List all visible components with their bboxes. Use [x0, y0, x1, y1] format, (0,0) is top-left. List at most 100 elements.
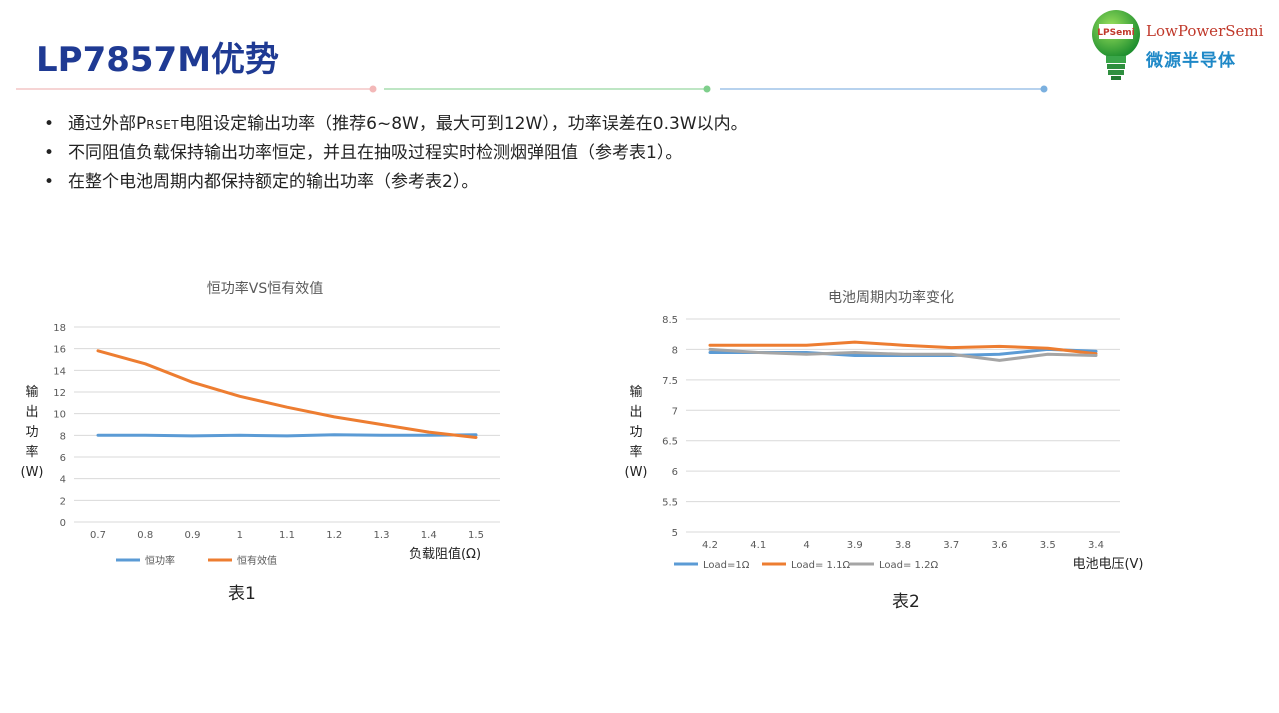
y-tick-label: 10 — [53, 410, 66, 421]
data-point — [708, 343, 712, 347]
x-tick-label: 4.1 — [750, 540, 766, 551]
chart-constant-power-vs-rms: 恒功率VS恒有效值 0 2 4 6 8 10 12 14 16 18 0.7 0.8 0.9 1 1.1 1.2… — [21, 280, 500, 567]
data-point — [333, 433, 336, 436]
data-point — [998, 353, 1001, 356]
x-tick-label: 3.5 — [1040, 540, 1056, 551]
data-point — [950, 353, 953, 356]
x-axis-label: 电池电压(V) — [1072, 557, 1143, 572]
header-divider — [16, 85, 1048, 93]
data-point — [853, 340, 856, 344]
bullet-item: 不同阻值负载保持输出功率恒定，并且在抽吸过程实时检测烟弹阻值（参考表1）。 — [44, 142, 748, 171]
y-tick-label: 6.5 — [662, 437, 678, 448]
y-tick-label: 4 — [60, 475, 66, 486]
data-point — [474, 433, 478, 436]
x-tick-label: 0.9 — [185, 530, 201, 541]
y-axis-label: 出 — [629, 405, 642, 420]
data-point — [805, 353, 808, 356]
chart2-caption: 表2 — [892, 592, 920, 612]
y-tick-label: 7 — [672, 406, 678, 417]
data-point — [191, 434, 194, 438]
data-point — [96, 434, 100, 437]
data-point — [144, 434, 147, 437]
data-point — [757, 343, 760, 347]
data-point — [1094, 354, 1098, 357]
data-point — [950, 346, 953, 349]
bullet-text: 通过外部P — [68, 114, 147, 134]
y-tick-label: 8 — [60, 431, 66, 442]
page-title: LP7857M优势 — [36, 40, 280, 80]
y-tick-label: 8 — [672, 345, 678, 356]
x-tick-label: 3.6 — [992, 540, 1008, 551]
y-tick-label: 12 — [53, 388, 66, 399]
data-point — [427, 430, 430, 434]
x-tick-label: 0.7 — [90, 530, 106, 541]
data-point — [1094, 350, 1098, 353]
x-tick-label: 1.2 — [326, 530, 342, 541]
logo-chinese-name: 微源半导体 — [1146, 51, 1236, 71]
data-point — [380, 434, 383, 437]
data-point — [757, 351, 760, 354]
series-line-2 — [96, 349, 478, 439]
y-tick-label: 2 — [60, 496, 66, 507]
chart-battery-cycle-power: 电池周期内功率变化 5 5.5 6 6.5 7 7.5 8 8.5 4.2 4.1 4 3.9 3.8 3.… — [625, 289, 1144, 572]
data-point — [238, 395, 241, 398]
legend-label: 恒有效值 — [237, 554, 277, 567]
y-tick-label: 0 — [60, 518, 66, 529]
y-axis-label: 出 — [25, 405, 38, 420]
data-point — [901, 343, 905, 347]
divider-dot-green — [703, 85, 711, 93]
y-tick-label: 6 — [60, 453, 66, 464]
y-axis-label: 输 — [25, 384, 38, 400]
x-tick-label: 1.5 — [468, 530, 484, 541]
data-point — [474, 436, 478, 439]
x-tick-label: 3.9 — [847, 540, 863, 551]
x-tick-label: 4.2 — [702, 540, 718, 551]
data-point — [853, 351, 856, 354]
x-tick-label: 1 — [237, 530, 243, 541]
data-point — [285, 405, 289, 409]
legend-label: 恒功率 — [145, 554, 175, 567]
chart1-caption: 表1 — [228, 584, 256, 604]
x-axis-label: 负载阻值(Ω) — [409, 546, 481, 562]
data-point — [853, 354, 856, 357]
y-tick-label: 5.5 — [662, 498, 678, 509]
y-axis-label: 输 — [629, 384, 642, 400]
data-point — [998, 359, 1001, 362]
y-tick-label: 14 — [53, 366, 66, 377]
data-point — [805, 343, 808, 347]
data-point — [333, 415, 336, 419]
divider-dot-pink — [369, 85, 377, 93]
y-tick-label: 16 — [53, 345, 66, 356]
legend-label: Load= 1.2Ω — [879, 560, 938, 571]
data-point — [708, 351, 712, 354]
data-point — [901, 353, 905, 356]
y-axis-label: (W) — [625, 465, 648, 480]
data-point — [1046, 353, 1049, 356]
legend-label: Load= 1.1Ω — [791, 560, 850, 571]
y-tick-label: 18 — [53, 323, 66, 334]
x-tick-label: 3.8 — [895, 540, 911, 551]
logo-english-name: LowPowerSemi — [1146, 22, 1264, 40]
lightbulb-logo-icon: LPSemi — [1092, 10, 1140, 80]
data-point — [1046, 347, 1049, 350]
y-tick-label: 8.5 — [662, 315, 678, 326]
data-point — [285, 434, 289, 438]
bullet-item: 通过外部PRSET电阻设定输出功率（推荐6~8W，最大可到12W），功率误差在0… — [44, 113, 748, 142]
company-logo: LPSemi LowPowerSemi 微源半导体 — [1092, 6, 1263, 82]
bullet-text: 电阻设定输出功率（推荐6~8W，最大可到12W），功率误差在0.3W以内。 — [179, 114, 748, 134]
bullet-text: 在整个电池周期内都保持额定的输出功率（参考表2）。 — [68, 172, 479, 192]
data-point — [380, 423, 383, 426]
y-axis-label: (W) — [21, 465, 44, 480]
legend-label: Load=1Ω — [703, 560, 750, 571]
data-point — [144, 362, 147, 366]
x-tick-label: 1.1 — [279, 530, 295, 541]
y-axis-label: 功 — [25, 425, 38, 440]
y-tick-label: 6 — [672, 467, 678, 478]
bullet-item: 在整个电池周期内都保持额定的输出功率（参考表2）。 — [44, 171, 748, 200]
divider-dot-blue — [1040, 85, 1048, 93]
x-tick-label: 1.4 — [421, 530, 437, 541]
logo-badge-text: LPSemi — [1097, 28, 1134, 38]
y-tick-label: 5 — [672, 528, 678, 539]
x-tick-label: 0.8 — [137, 530, 153, 541]
data-point — [708, 348, 712, 351]
